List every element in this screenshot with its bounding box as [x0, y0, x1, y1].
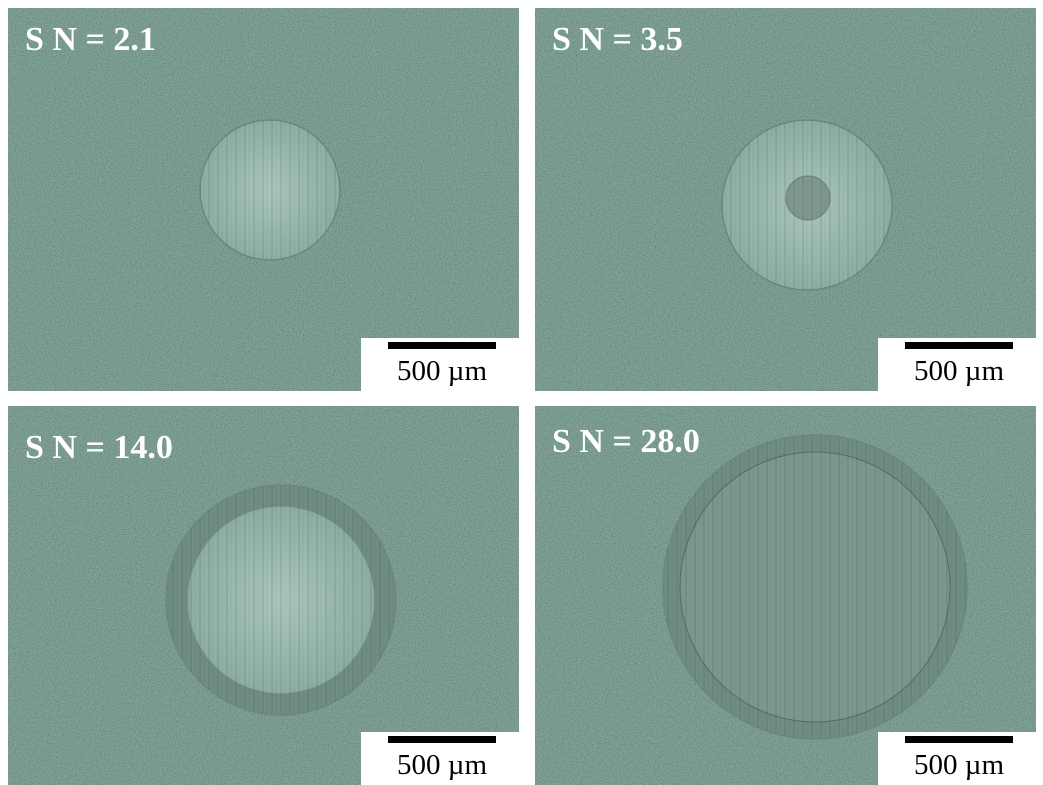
scale-bar: [905, 342, 1013, 349]
scale-bar: [388, 736, 496, 743]
scale-bar-label: 500 µm: [914, 749, 1004, 781]
micrograph-panel: S N = 2.1 500 µm: [8, 8, 519, 391]
panel-image: [535, 406, 1036, 785]
panel-label: S N = 3.5: [552, 21, 683, 58]
micrograph-panel: S N = 3.5 500 µm: [535, 8, 1036, 391]
scale-bar-label: 500 µm: [397, 749, 487, 781]
wear-streaks: [166, 485, 396, 715]
micrograph-figure: S N = 2.1500 µmS N = 3.5500 µmS N = 14.0…: [0, 0, 1043, 785]
panel-label: S N = 14.0: [25, 429, 173, 466]
scale-bar-label: 500 µm: [914, 355, 1004, 387]
wear-streaks: [200, 120, 340, 260]
scale-bar: [388, 342, 496, 349]
wear-streaks: [663, 435, 967, 739]
panel-image: [8, 8, 519, 391]
scale-bar: [905, 736, 1013, 743]
panel-label: S N = 28.0: [552, 423, 700, 460]
panel-label: S N = 2.1: [25, 21, 156, 58]
wear-streaks: [722, 120, 892, 290]
micrograph-panel: S N = 14.0 500 µm: [8, 406, 519, 785]
micrograph-panel: S N = 28.0 500 µm: [535, 406, 1036, 785]
panel-image: [535, 8, 1036, 391]
scale-bar-label: 500 µm: [397, 355, 487, 387]
